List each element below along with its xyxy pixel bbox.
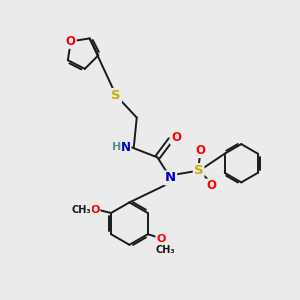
Text: N: N: [121, 141, 130, 154]
Text: O: O: [90, 205, 100, 215]
Text: S: S: [111, 89, 121, 102]
Text: N: N: [165, 172, 176, 184]
Text: O: O: [195, 144, 205, 157]
Text: O: O: [171, 131, 181, 144]
Text: CH₃: CH₃: [156, 245, 175, 255]
Text: O: O: [156, 234, 166, 244]
Text: CH₃: CH₃: [72, 205, 92, 215]
Text: S: S: [194, 164, 203, 177]
Text: H: H: [112, 142, 121, 152]
Text: O: O: [207, 179, 217, 192]
Text: O: O: [66, 35, 76, 48]
